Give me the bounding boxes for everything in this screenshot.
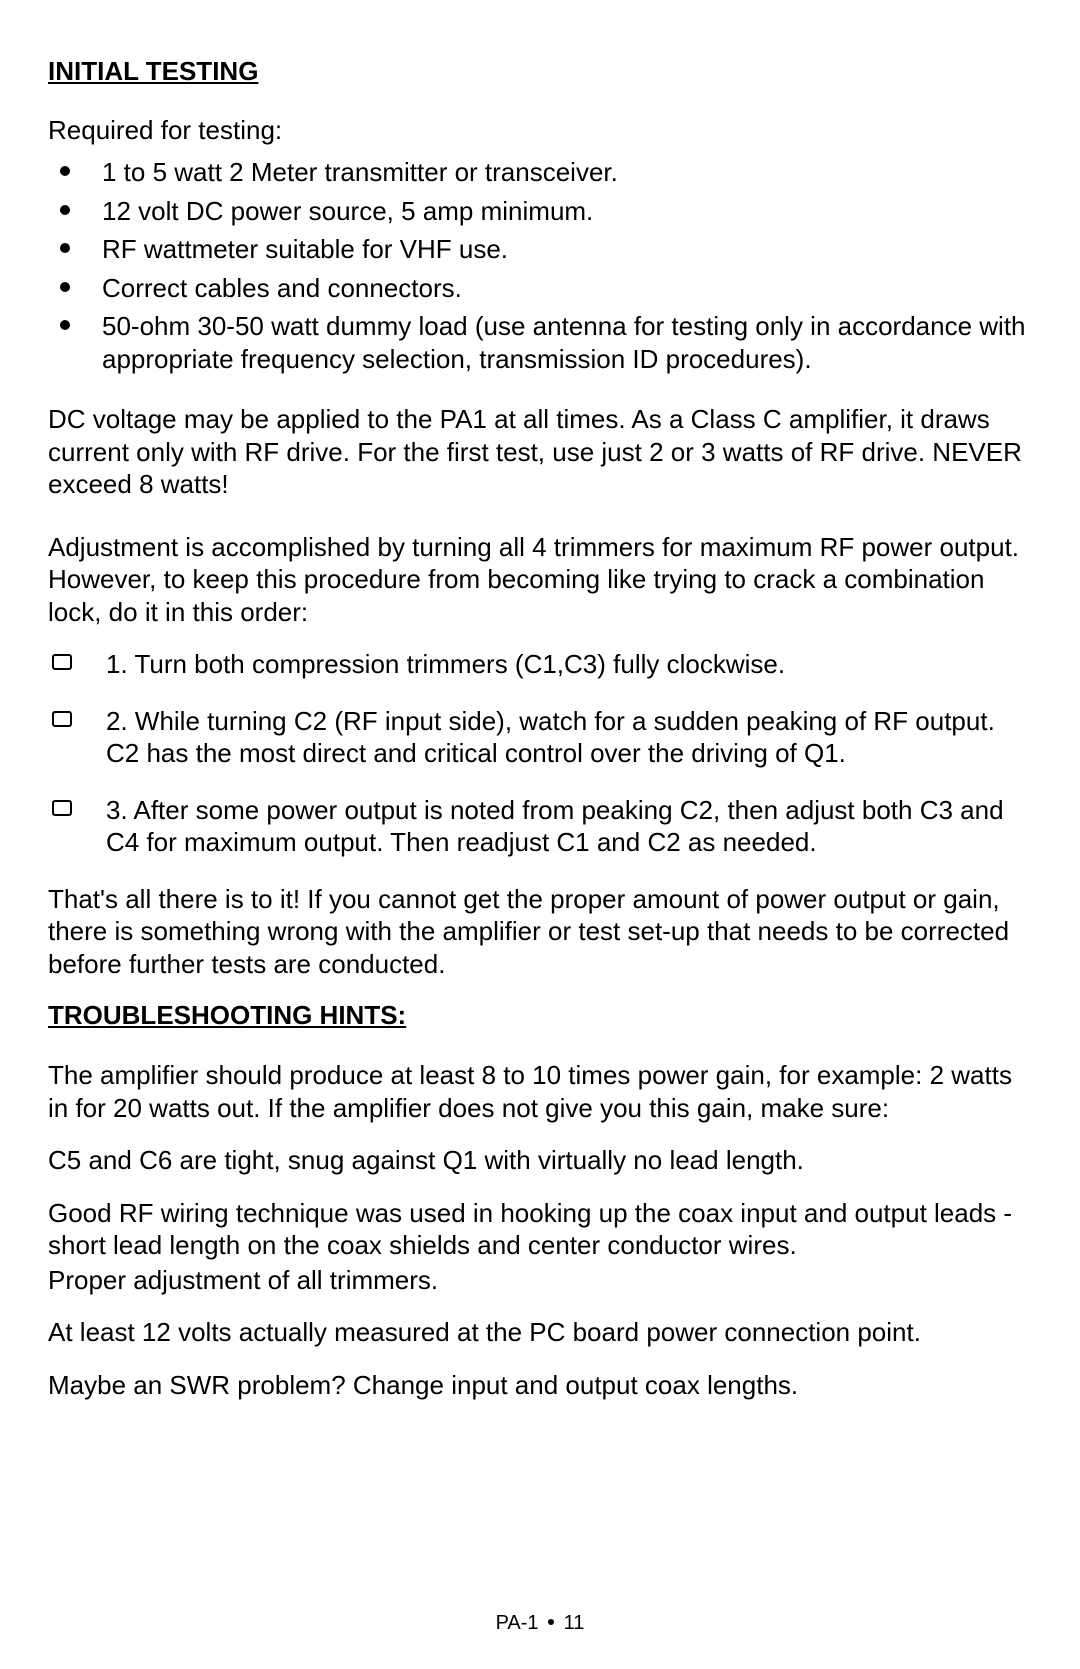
- list-item: Correct cables and connectors.: [48, 272, 1032, 305]
- list-item: RF wattmeter suitable for VHF use.: [48, 233, 1032, 266]
- step-item: 1. Turn both compression trimmers (C1,C3…: [48, 648, 1032, 681]
- paragraph-adjustment: Adjustment is accomplished by turning al…: [48, 531, 1032, 629]
- page-footer: PA-1 11: [0, 1612, 1080, 1635]
- footer-page-number: 11: [564, 1612, 585, 1634]
- adjustment-steps: 1. Turn both compression trimmers (C1,C3…: [48, 648, 1032, 859]
- heading-initial-testing: INITIAL TESTING: [48, 56, 1032, 87]
- paragraph-dc-voltage: DC voltage may be applied to the PA1 at …: [48, 403, 1032, 501]
- checkbox-icon: [52, 654, 72, 670]
- footer-prefix: PA-1: [496, 1612, 539, 1634]
- hint-swr: Maybe an SWR problem? Change input and o…: [48, 1369, 1032, 1402]
- list-item: 50-ohm 30-50 watt dummy load (use antenn…: [48, 310, 1032, 375]
- checkbox-icon: [52, 711, 72, 727]
- step-text: 3. After some power output is noted from…: [106, 794, 1032, 859]
- hint-c5-c6: C5 and C6 are tight, snug against Q1 wit…: [48, 1144, 1032, 1177]
- step-text: 2. While turning C2 (RF input side), wat…: [106, 705, 1032, 770]
- paragraph-thats-all: That's all there is to it! If you cannot…: [48, 883, 1032, 981]
- step-item: 3. After some power output is noted from…: [48, 794, 1032, 859]
- step-text: 1. Turn both compression trimmers (C1,C3…: [106, 648, 1032, 681]
- hint-12-volts: At least 12 volts actually measured at t…: [48, 1316, 1032, 1349]
- hint-trimmer-adjust: Proper adjustment of all trimmers.: [48, 1264, 1032, 1297]
- document-page: INITIAL TESTING Required for testing: 1 …: [0, 0, 1080, 1669]
- required-list: 1 to 5 watt 2 Meter transmitter or trans…: [48, 156, 1032, 375]
- list-item: 1 to 5 watt 2 Meter transmitter or trans…: [48, 156, 1032, 189]
- heading-troubleshooting: TROUBLESHOOTING HINTS:: [48, 1000, 1032, 1031]
- required-label: Required for testing:: [48, 115, 1032, 146]
- list-item: 12 volt DC power source, 5 amp minimum.: [48, 195, 1032, 228]
- checkbox-icon: [52, 800, 72, 816]
- bullet-icon: [548, 1619, 554, 1625]
- paragraph-gain: The amplifier should produce at least 8 …: [48, 1059, 1032, 1124]
- hint-rf-wiring: Good RF wiring technique was used in hoo…: [48, 1197, 1032, 1262]
- step-item: 2. While turning C2 (RF input side), wat…: [48, 705, 1032, 770]
